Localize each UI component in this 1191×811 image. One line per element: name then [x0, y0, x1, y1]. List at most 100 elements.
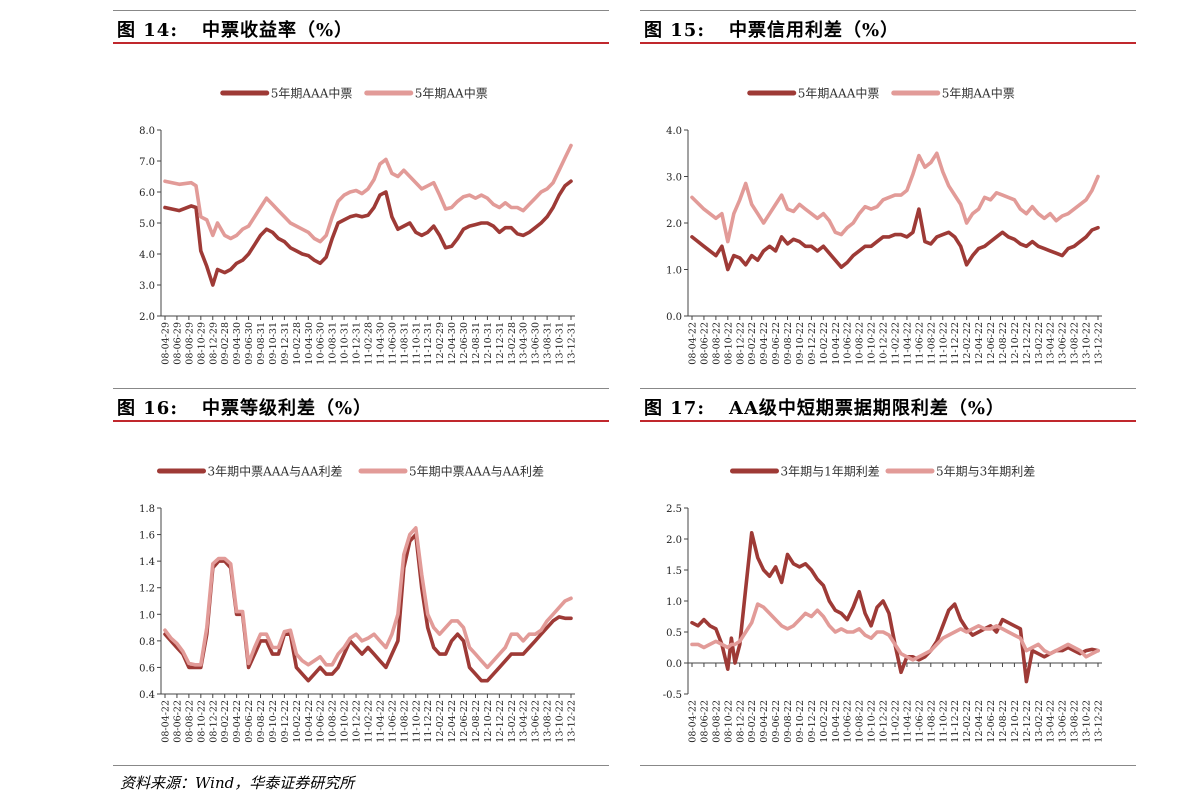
- y-tick-label: 1.6: [139, 531, 155, 542]
- x-tick-label: 13-08-31: [543, 322, 554, 365]
- legend-label-1: 5年期与3年期利差: [936, 465, 1035, 479]
- x-tick-label: 10-10-31: [340, 322, 351, 365]
- x-tick-label: 11-08-22: [926, 322, 937, 365]
- y-tick-label: 1.5: [666, 566, 682, 577]
- y-tick-label: 1.0: [666, 597, 682, 608]
- x-tick-label: 13-04-22: [1046, 322, 1057, 365]
- x-tick-label: 09-10-22: [795, 322, 806, 365]
- legend-label-1: 5年期AA中票: [415, 86, 488, 101]
- x-tick-label: 12-08-22: [471, 700, 482, 743]
- x-tick-label: 13-06-22: [1058, 700, 1069, 743]
- x-tick-label: 11-06-22: [914, 700, 925, 743]
- x-tick-label: 10-06-30: [316, 322, 327, 365]
- x-tick-label: 11-08-22: [399, 700, 410, 743]
- x-tick-label: 09-12-22: [807, 322, 818, 365]
- y-tick-label: 0.0: [666, 659, 682, 670]
- series-line-1: [163, 526, 573, 670]
- series-line-1: [690, 602, 1100, 662]
- x-tick-label: 13-04-22: [1046, 700, 1057, 743]
- y-tick-label: 6.0: [139, 188, 155, 199]
- legend-label-1: 5年期中票AAA与AA利差: [409, 464, 544, 479]
- x-tick-label: 12-06-22: [459, 700, 470, 743]
- legend: 5年期AAA中票 5年期AA中票: [220, 86, 488, 101]
- y-tick-label: 2.0: [666, 219, 682, 230]
- panel-top-rule: [113, 388, 609, 389]
- x-tick-label: 09-10-22: [268, 700, 279, 743]
- y-tick-label: 1.0: [666, 266, 682, 277]
- x-tick-label: 12-10-22: [483, 700, 494, 743]
- x-tick-label: 11-02-22: [891, 322, 902, 365]
- x-tick-label: 13-02-22: [1034, 700, 1045, 743]
- x-tick-label: 10-04-30: [304, 322, 315, 365]
- y-tick-label: 1.8: [139, 504, 155, 515]
- x-tick-label: 08-12-22: [208, 700, 219, 743]
- x-tick-label: 08-08-22: [711, 322, 722, 365]
- y-tick-label: 1.2: [139, 584, 155, 595]
- x-tick-label: 12-04-22: [447, 700, 458, 743]
- x-tick-label: 11-02-28: [364, 322, 375, 365]
- x-tick-label: 08-10-29: [196, 322, 207, 365]
- x-tick-label: 09-10-22: [795, 700, 806, 743]
- x-tick-label: 13-06-30: [531, 322, 542, 365]
- title-underline: [113, 420, 609, 422]
- x-tick-label: 11-12-22: [423, 700, 434, 743]
- figure-title: 图 17: AA级中短期票据期限利差（%）: [644, 394, 1005, 420]
- legend: 3年期中票AAA与AA利差 5年期中票AAA与AA利差: [157, 464, 544, 479]
- x-tick-label: 13-08-22: [1070, 322, 1081, 365]
- y-tick-label: 2.5: [666, 504, 682, 515]
- x-tick-label: 11-12-22: [950, 700, 961, 743]
- x-tick-label: 09-12-22: [280, 700, 291, 743]
- title-underline: [640, 420, 1136, 422]
- x-tick-label: 09-02-22: [220, 700, 231, 743]
- x-tick-label: 13-12-22: [1094, 322, 1105, 365]
- x-tick-label: 12-08-31: [471, 322, 482, 365]
- x-tick-label: 12-10-22: [1010, 322, 1021, 365]
- footer-rule-left: [113, 765, 609, 766]
- x-tick-label: 10-06-22: [843, 700, 854, 743]
- legend-label-0: 3年期中票AAA与AA利差: [208, 464, 343, 479]
- x-tick-label: 09-02-22: [747, 322, 758, 365]
- x-tick-label: 12-04-22: [974, 322, 985, 365]
- x-tick-label: 09-12-22: [807, 700, 818, 743]
- x-tick-label: 10-10-22: [867, 322, 878, 365]
- x-tick-label: 08-06-22: [172, 700, 183, 743]
- x-tick-label: 10-08-22: [855, 322, 866, 365]
- legend-label-0: 5年期AAA中票: [798, 86, 880, 101]
- x-tick-label: 10-08-22: [855, 700, 866, 743]
- y-tick-label: 4.0: [139, 250, 155, 261]
- x-tick-label: 09-04-22: [759, 322, 770, 365]
- x-tick-label: 09-02-22: [747, 700, 758, 743]
- x-tick-label: 10-04-22: [831, 700, 842, 743]
- y-tick-label: 2.0: [139, 312, 155, 323]
- y-tick-label: 3.0: [139, 281, 155, 292]
- series-line-0: [690, 207, 1100, 272]
- source-note: 资料来源：Wind，华泰证券研究所: [120, 774, 355, 792]
- x-tick-label: 11-06-22: [387, 700, 398, 743]
- x-tick-label: 08-12-29: [208, 322, 219, 365]
- x-tick-label: 10-12-22: [879, 322, 890, 365]
- x-tick-label: 09-12-31: [280, 322, 291, 365]
- x-tick-label: 10-10-22: [867, 700, 878, 743]
- y-tick-label: -0.5: [663, 690, 682, 701]
- x-tick-label: 13-04-30: [519, 322, 530, 365]
- x-tick-label: 11-04-22: [902, 700, 913, 743]
- x-tick-label: 10-06-22: [843, 322, 854, 365]
- x-tick-label: 08-06-22: [699, 322, 710, 365]
- x-tick-label: 12-08-22: [998, 322, 1009, 365]
- y-tick-label: 4.0: [666, 126, 682, 137]
- y-tick-label: 5.0: [139, 219, 155, 230]
- x-tick-label: 10-04-22: [831, 322, 842, 365]
- x-tick-label: 09-04-22: [232, 700, 243, 743]
- x-tick-label: 11-10-22: [411, 700, 422, 743]
- x-tick-label: 10-02-22: [292, 700, 303, 743]
- x-tick-label: 08-08-22: [711, 700, 722, 743]
- x-tick-label: 13-12-31: [567, 322, 578, 365]
- x-tick-label: 11-08-31: [399, 322, 410, 365]
- figure-title: 图 14: 中票收益率（%）: [117, 16, 353, 42]
- figure-caption: 中票收益率（%）: [202, 20, 354, 41]
- x-tick-label: 10-02-22: [819, 322, 830, 365]
- x-tick-label: 12-04-30: [447, 322, 458, 365]
- legend: 5年期AAA中票 5年期AA中票: [747, 86, 1015, 101]
- panel-top-rule: [640, 388, 1136, 389]
